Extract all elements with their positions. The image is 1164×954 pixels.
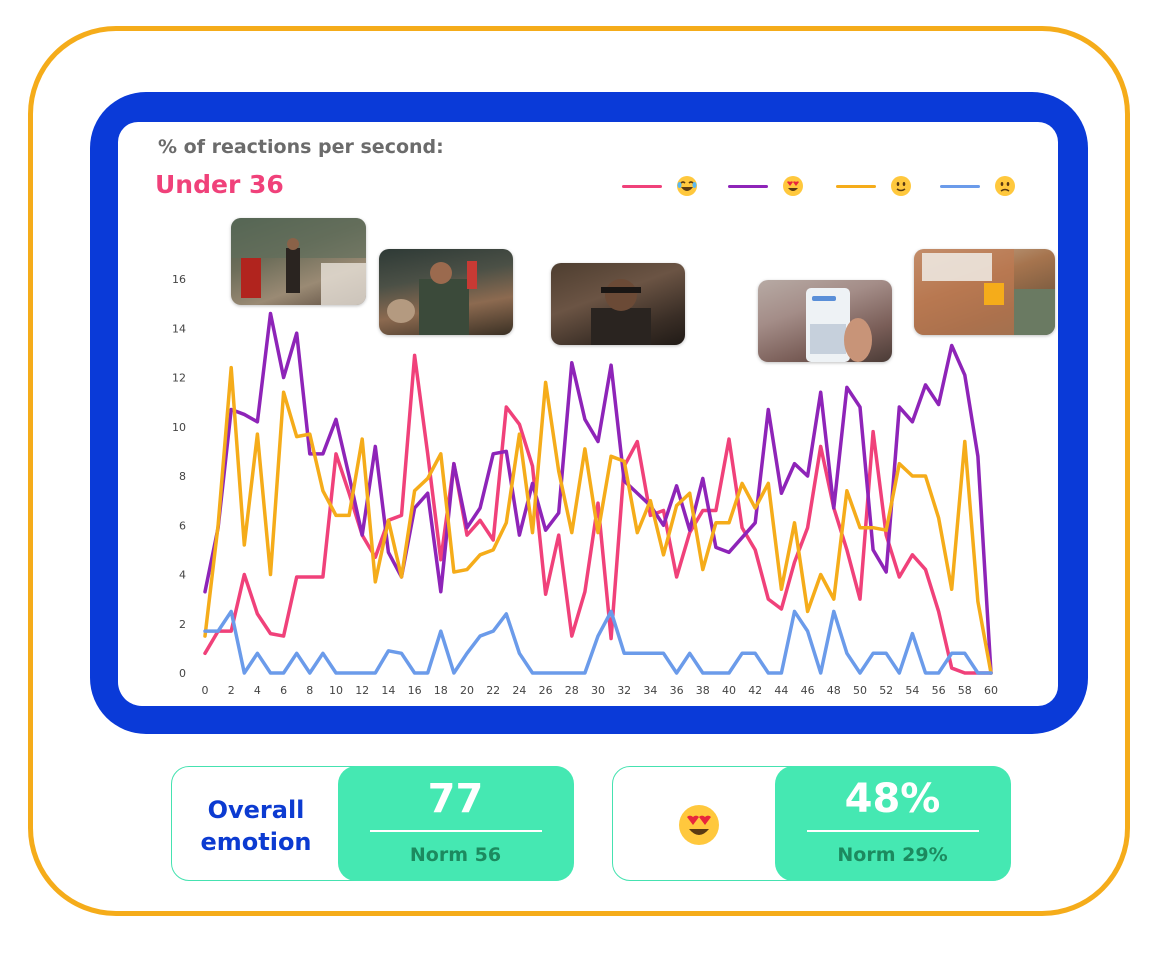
x-tick-label: 54 [905, 684, 919, 697]
y-tick-label: 6 [179, 519, 186, 532]
heart-eyes-emoji-icon [783, 176, 803, 196]
x-tick-label: 52 [879, 684, 893, 697]
overall-emotion-label: Overall emotion [172, 794, 340, 858]
x-tick-label: 24 [512, 684, 526, 697]
x-tick-label: 14 [381, 684, 395, 697]
x-tick-label: 0 [202, 684, 209, 697]
y-tick-label: 8 [179, 470, 186, 483]
x-tick-label: 10 [329, 684, 343, 697]
segment-title: Under 36 [155, 170, 284, 199]
series-line [203, 311, 993, 675]
x-tick-label: 18 [434, 684, 448, 697]
legend-item-frowning [940, 172, 1016, 200]
x-tick-label: 40 [722, 684, 736, 697]
x-tick-label: 48 [827, 684, 841, 697]
x-tick-label: 56 [932, 684, 946, 697]
x-tick-label: 34 [643, 684, 657, 697]
y-tick-label: 10 [172, 421, 186, 434]
x-tick-label: 20 [460, 684, 474, 697]
legend-line [622, 184, 662, 188]
legend-line [940, 184, 980, 188]
tears-of-joy-emoji-icon [677, 176, 697, 196]
series-line [203, 353, 993, 675]
overall-emotion-score: 77 [427, 775, 484, 822]
legend-item-heart-eyes [728, 172, 804, 200]
x-tick-label: 22 [486, 684, 500, 697]
x-tick-label: 12 [355, 684, 369, 697]
heart-eyes-emoji-icon [679, 805, 719, 845]
heart-eyes-norm: Norm 29% [837, 843, 948, 866]
x-tick-label: 8 [306, 684, 313, 697]
video-frame-thumbnail [231, 218, 366, 305]
frowning-emoji-icon [995, 176, 1015, 196]
stat-divider [369, 829, 542, 832]
x-tick-label: 58 [958, 684, 972, 697]
stat-value-box: 77 Norm 56 [337, 765, 574, 881]
legend-line [836, 184, 876, 188]
y-tick-label: 16 [172, 273, 186, 286]
series-line [203, 609, 993, 675]
video-frame-thumbnail [914, 249, 1055, 335]
stat-divider [806, 829, 979, 832]
slightly-smiling-emoji-icon [891, 176, 911, 196]
stat-label-line2: emotion [200, 828, 312, 856]
stat-label-line1: Overall [207, 796, 305, 824]
chart-subtitle: % of reactions per second: [158, 136, 444, 158]
x-tick-label: 6 [280, 684, 287, 697]
y-tick-label: 12 [172, 372, 186, 385]
legend-item-tears-of-joy [622, 172, 698, 200]
heart-eyes-card: 48% Norm 29% [612, 765, 1011, 881]
x-tick-label: 26 [539, 684, 553, 697]
video-frame-thumbnail [379, 249, 513, 335]
x-tick-label: 2 [228, 684, 235, 697]
series-line [203, 365, 993, 675]
stat-value-box: 48% Norm 29% [774, 765, 1011, 881]
overall-emotion-card: Overall emotion 77 Norm 56 [171, 765, 574, 881]
x-tick-label: 44 [774, 684, 788, 697]
y-tick-label: 4 [179, 569, 186, 582]
overall-emotion-norm: Norm 56 [409, 843, 502, 866]
y-tick-label: 0 [179, 667, 186, 680]
x-tick-label: 50 [853, 684, 867, 697]
legend-line [728, 184, 768, 188]
x-tick-label: 16 [408, 684, 422, 697]
y-tick-label: 2 [179, 618, 186, 631]
video-frame-thumbnail [758, 280, 892, 362]
x-tick-label: 60 [984, 684, 998, 697]
x-tick-label: 28 [565, 684, 579, 697]
x-tick-label: 4 [254, 684, 261, 697]
x-tick-label: 32 [617, 684, 631, 697]
heart-eyes-percentage: 48% [844, 775, 941, 822]
x-tick-label: 36 [670, 684, 684, 697]
outer-frame [28, 26, 1130, 916]
video-frame-thumbnail [551, 263, 685, 345]
x-tick-label: 42 [748, 684, 762, 697]
y-tick-label: 14 [172, 322, 186, 335]
x-tick-label: 46 [801, 684, 815, 697]
x-tick-label: 38 [696, 684, 710, 697]
legend-item-slightly-smiling [836, 172, 912, 200]
x-tick-label: 30 [591, 684, 605, 697]
